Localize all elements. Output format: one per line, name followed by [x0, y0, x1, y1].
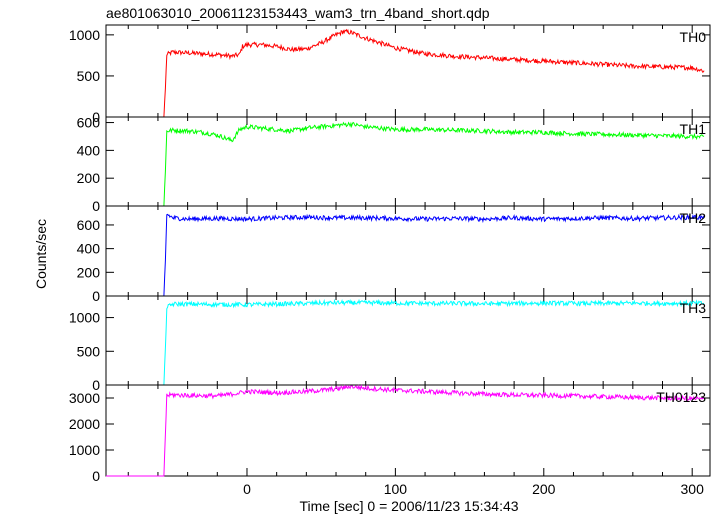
y-tick-label-th0: 500	[77, 68, 101, 84]
y-tick-label-th1: 0	[92, 198, 100, 214]
series-line-th0123	[106, 384, 705, 477]
panel-label-th2: TH2	[680, 210, 707, 226]
panel-label-th0: TH0	[680, 29, 707, 45]
panel-label-th3: TH3	[680, 300, 707, 316]
chart-title: ae801063010_20061123153443_wam3_trn_4ban…	[106, 5, 490, 21]
panel-label-th0123: TH0123	[656, 389, 706, 405]
series-line-th3	[106, 298, 705, 386]
y-tick-label-th1: 600	[77, 115, 101, 131]
y-tick-label-th3: 500	[77, 343, 101, 359]
series-line-th0	[106, 28, 705, 118]
y-axis-label: Counts/sec	[33, 219, 49, 289]
y-tick-label-th0: 0	[92, 109, 100, 125]
y-tick-label-th0: 1000	[69, 27, 100, 43]
x-axis-label: Time [sec] 0 = 2006/11/23 15:34:43	[299, 498, 518, 514]
y-tick-label-th1: 400	[77, 142, 101, 158]
y-tick-label-th0123: 3000	[69, 390, 100, 406]
series-line-th2	[106, 213, 705, 297]
x-tick-label: 300	[681, 481, 705, 497]
y-tick-label-th3: 1000	[69, 310, 100, 326]
x-tick-label: 100	[384, 481, 408, 497]
y-tick-label-th2: 200	[77, 264, 101, 280]
y-tick-label-th0123: 1000	[69, 442, 100, 458]
x-tick-label: 200	[532, 481, 556, 497]
panel-frame-th0123	[105, 384, 711, 477]
y-tick-label-th0123: 2000	[69, 416, 100, 432]
panel-label-th1: TH1	[680, 121, 707, 137]
y-tick-label-th2: 0	[92, 288, 100, 304]
y-tick-label-th0123: 0	[92, 468, 100, 484]
y-tick-label-th1: 200	[77, 170, 101, 186]
panel-frame-th0	[105, 24, 711, 118]
y-tick-label-th2: 400	[77, 241, 101, 257]
panel-frame-th3	[105, 295, 711, 386]
y-tick-label-th3: 0	[92, 377, 100, 393]
x-tick-label: 0	[243, 481, 251, 497]
y-tick-label-th2: 600	[77, 217, 101, 233]
series-line-th1	[106, 121, 705, 207]
